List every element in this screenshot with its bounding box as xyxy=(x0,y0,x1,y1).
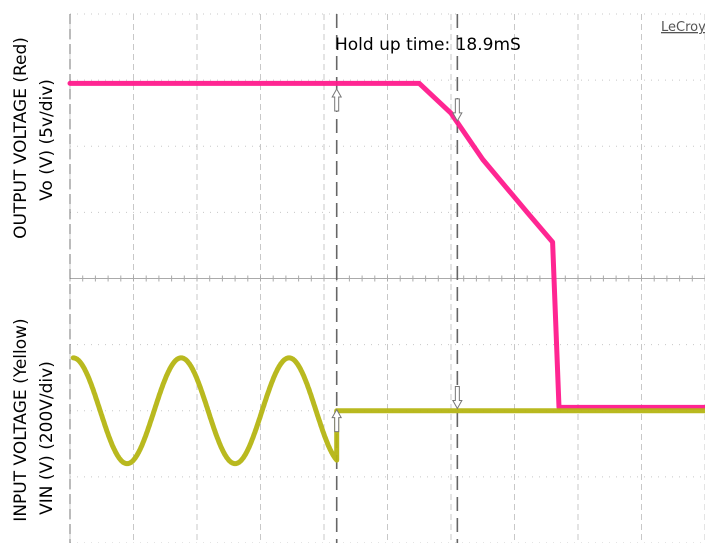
ylabel-bottom-unit: VIN (V) (200V/div) xyxy=(37,361,57,515)
input-voltage-trace xyxy=(70,355,705,467)
traces xyxy=(67,80,705,467)
cursor-arrow-up-icon xyxy=(331,87,343,112)
cursor-arrows xyxy=(331,87,463,433)
grid xyxy=(69,13,705,543)
output-voltage-trace xyxy=(67,80,705,410)
cursor-arrow-down-icon xyxy=(451,386,463,410)
ylabel-top-unit: Vo (V) (5v/div) xyxy=(37,79,57,201)
ylabel-bottom: INPUT VOLTAGE (Yellow) xyxy=(11,318,31,521)
ylabel-top: OUTPUT VOLTAGE (Red) xyxy=(11,37,31,239)
cursor-arrow-up-icon xyxy=(331,408,343,433)
brand-logo: LeCroy xyxy=(661,20,705,35)
hold-up-annotation: Hold up time: 18.9mS xyxy=(335,35,521,55)
cursor-arrow-down-icon xyxy=(451,98,463,122)
